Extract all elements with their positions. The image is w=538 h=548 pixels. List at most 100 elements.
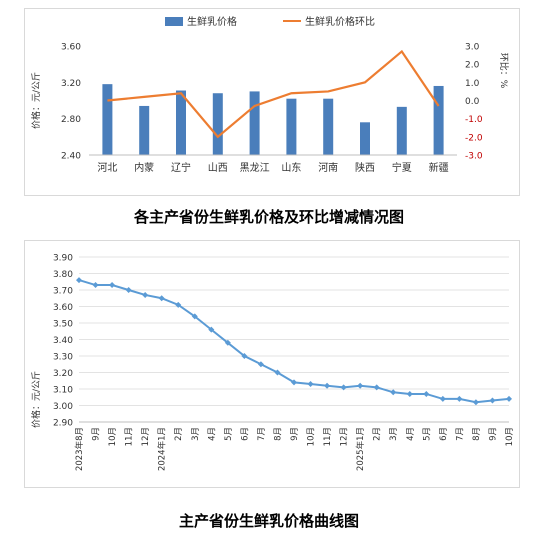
bar: [396, 106, 407, 155]
y-axis-title: 价格：元/公斤: [30, 72, 42, 129]
data-point: [125, 287, 132, 293]
y2-tick-label: -3.0: [465, 152, 483, 162]
data-point: [92, 282, 99, 289]
y-tick-label: 2.40: [61, 152, 81, 162]
data-point: [307, 381, 314, 388]
x-tick-label: 新疆: [429, 161, 449, 174]
data-point: [291, 379, 297, 386]
x-tick-label: 陕西: [355, 161, 375, 174]
x-tick-label: 11月: [125, 427, 135, 446]
bar-line-chart-panel: 生鲜乳价格 生鲜乳价格环比 2.40 2.80 3.20 3.60 -3.0 -2.0 -1.0…: [24, 8, 520, 196]
x-tick-label: 5月: [224, 427, 234, 441]
y2-axis-title: 环比：%: [498, 53, 510, 89]
x-tick-label: 10月: [307, 427, 317, 446]
x-tick-label: 2025年1月: [355, 427, 366, 471]
y-tick-label: 3.50: [53, 320, 73, 330]
x-tick-label: 2024年1月: [157, 427, 168, 471]
legend-bar-swatch: [165, 17, 183, 26]
legend-bar-label: 生鲜乳价格: [187, 15, 237, 28]
x-tick-label: 2月: [373, 427, 383, 441]
x-tick-label: 9月: [290, 427, 300, 441]
y-tick-label: 3.10: [53, 386, 73, 396]
data-point: [373, 384, 380, 391]
x-tick-label: 6月: [439, 427, 449, 441]
y2-tick-label: -1.0: [465, 115, 483, 125]
x-tick-label: 河南: [318, 161, 338, 174]
data-point: [472, 399, 479, 406]
data-point: [208, 326, 215, 333]
bar: [323, 98, 334, 155]
x-tick-label: 12月: [340, 427, 350, 446]
data-point: [257, 361, 264, 368]
data-point: [489, 397, 496, 404]
data-point: [456, 395, 463, 402]
bar-line-chart: 生鲜乳价格 生鲜乳价格环比 2.40 2.80 3.20 3.60 -3.0 -2.0 -1.0…: [30, 15, 510, 174]
x-tick-label: 8月: [472, 427, 482, 441]
bar: [176, 90, 186, 155]
data-point: [158, 295, 165, 302]
data-point: [175, 301, 182, 308]
x-tick-label: 7月: [257, 427, 267, 441]
y-tick-label: 3.20: [53, 369, 73, 379]
x-tick-label: 4月: [207, 427, 217, 441]
y-tick-label: 3.80: [53, 270, 73, 280]
data-point: [357, 382, 364, 389]
price-curve-panel: 2.90 3.00 3.10 3.20 3.30 3.40 3.50 3.60 3.70 3.80…: [24, 240, 520, 488]
x-tick-label: 辽宁: [171, 161, 191, 174]
x-tick-label: 3月: [389, 427, 399, 441]
y2-tick-label: 1.0: [465, 79, 480, 89]
bar: [249, 91, 260, 155]
y-tick-label: 3.40: [53, 336, 73, 346]
data-point: [76, 277, 82, 284]
bar: [212, 93, 223, 155]
data-point: [224, 339, 231, 346]
x-tick-label: 6月: [240, 427, 250, 441]
y-tick-label: 3.70: [53, 287, 73, 297]
y-tick-label: 3.30: [53, 353, 73, 363]
x-tick-label: 河北: [97, 162, 117, 174]
bar: [139, 105, 150, 155]
x-tick-label: 4月: [406, 427, 416, 441]
x-tick-label: 7月: [455, 427, 465, 441]
x-tick-label: 2023年8月: [74, 427, 85, 471]
data-point: [191, 313, 198, 320]
data-point: [390, 389, 397, 396]
y-tick-label: 3.60: [53, 303, 73, 313]
x-tick-label: 9月: [92, 427, 102, 441]
x-tick-label: 10月: [505, 427, 515, 446]
x-tick-label: 2月: [174, 427, 184, 441]
y-tick-label: 3.90: [53, 254, 73, 264]
y2-tick-label: 0.0: [465, 97, 480, 107]
bar: [433, 85, 444, 155]
bar: [286, 98, 297, 155]
x-tick-label: 10月: [108, 427, 118, 446]
x-tick-label: 内蒙: [134, 161, 154, 174]
x-tick-label: 宁夏: [392, 161, 412, 174]
chart1-caption: 各主产省份生鲜乳价格及环比增减情况图: [133, 208, 404, 226]
data-point: [439, 395, 446, 402]
y-tick-label: 3.00: [53, 402, 73, 412]
x-tick-label: 9月: [488, 427, 498, 441]
data-point: [274, 369, 281, 376]
legend-line-label: 生鲜乳价格环比: [305, 15, 375, 28]
x-tick-label: 8月: [273, 427, 283, 441]
data-point: [423, 390, 430, 397]
y-tick-label: 2.80: [61, 115, 81, 125]
y-axis-title: 价格：元/公斤: [30, 371, 42, 428]
data-point: [109, 282, 116, 289]
y-tick-label: 3.20: [61, 79, 81, 89]
change-line: [107, 49, 440, 139]
y2-tick-label: -2.0: [465, 133, 483, 143]
x-tick-label: 11月: [323, 427, 333, 446]
x-tick-label: 12月: [141, 427, 151, 446]
x-tick-label: 山西: [208, 162, 228, 174]
chart2-caption: 主产省份生鲜乳价格曲线图: [178, 512, 359, 530]
x-tick-label: 黑龙江: [240, 161, 270, 174]
bar: [102, 84, 113, 155]
bar: [360, 122, 370, 155]
data-point: [142, 291, 149, 298]
y-tick-label: 2.90: [53, 419, 73, 429]
y2-tick-label: 3.0: [465, 43, 480, 53]
data-point: [324, 382, 331, 389]
x-tick-label: 5月: [422, 427, 432, 441]
